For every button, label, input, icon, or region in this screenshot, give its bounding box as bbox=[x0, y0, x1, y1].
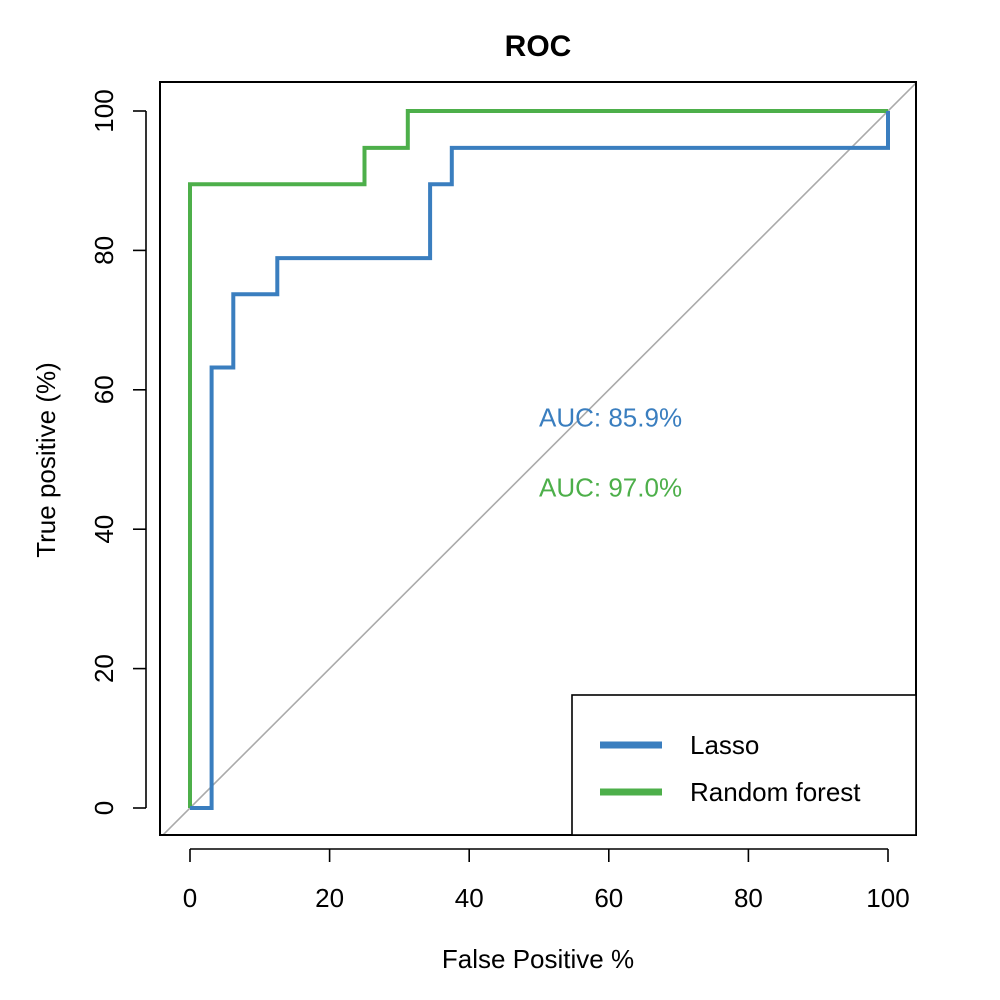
legend-label: Random forest bbox=[690, 777, 861, 807]
chart-title: ROC bbox=[505, 30, 572, 63]
y-tick-label: 60 bbox=[89, 375, 119, 404]
series-line-lasso bbox=[190, 111, 890, 810]
y-tick-label: 0 bbox=[89, 801, 119, 815]
x-tick-label: 100 bbox=[866, 883, 909, 913]
series-line-random-forest bbox=[188, 109, 888, 808]
y-axis-label: True positive (%) bbox=[31, 362, 61, 558]
x-tick-label: 80 bbox=[734, 883, 763, 913]
reference-diagonal-line bbox=[161, 82, 916, 835]
auc-annotation: AUC: 85.9% bbox=[539, 403, 682, 433]
plot-border bbox=[159, 81, 917, 836]
plot-area: 0 20 40 60 80 100 0 20 40 60 80 100 AUC: 85.9% AUC: 9… bbox=[89, 82, 916, 913]
x-tick-label: 60 bbox=[594, 883, 623, 913]
x-tick-label: 0 bbox=[183, 883, 197, 913]
legend-box bbox=[571, 694, 917, 836]
x-axis: 0 20 40 60 80 100 bbox=[183, 848, 910, 913]
y-tick-label: 40 bbox=[89, 515, 119, 544]
y-axis: 0 20 40 60 80 100 bbox=[89, 89, 147, 815]
auc-annotation: AUC: 97.0% bbox=[539, 472, 682, 502]
x-tick-label: 20 bbox=[315, 883, 344, 913]
legend: Lasso Random forest bbox=[571, 694, 917, 836]
x-tick-label: 40 bbox=[455, 883, 484, 913]
x-axis-label: False Positive % bbox=[442, 944, 634, 974]
y-tick-label: 20 bbox=[89, 654, 119, 683]
y-tick-label: 80 bbox=[89, 236, 119, 265]
y-tick-label: 100 bbox=[89, 89, 119, 132]
legend-label: Lasso bbox=[690, 730, 759, 760]
